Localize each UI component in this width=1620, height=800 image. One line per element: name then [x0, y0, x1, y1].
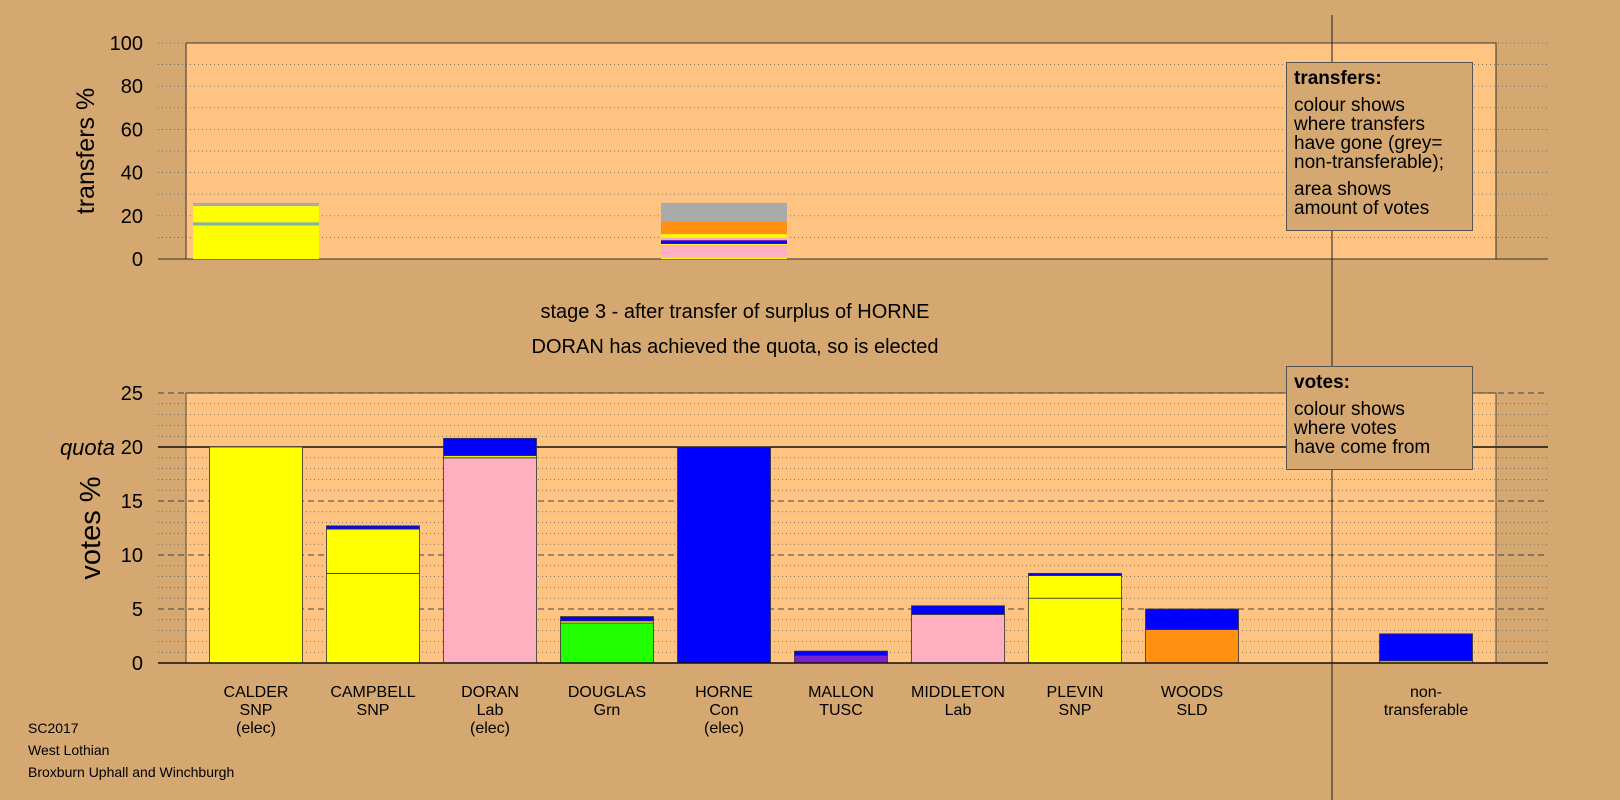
votes-legend-heading: votes:: [1294, 372, 1350, 393]
vote-bar-segment: [443, 457, 537, 664]
votes-tick-label: 10: [121, 545, 143, 567]
candidate-party: SNP: [357, 702, 390, 719]
candidate-party: Grn: [594, 702, 621, 719]
candidate-party: Lab: [945, 702, 972, 719]
transfer-segment: [193, 202, 319, 207]
transfer-segment: [661, 239, 787, 242]
vote-bar-segment: [443, 437, 537, 457]
transfers-legend-line: have gone (grey=: [1294, 133, 1443, 154]
vote-bar-segment: [560, 616, 654, 622]
candidate-party: Con: [709, 702, 738, 719]
transfer-segment: [661, 237, 787, 240]
candidate-party: SNP: [240, 702, 273, 719]
vote-bar-segment: [326, 528, 420, 574]
candidate-name: DORAN: [461, 684, 519, 701]
transfer-segment: [193, 206, 319, 223]
candidate-name: WOODS: [1161, 684, 1223, 701]
transfers-tick-label: 100: [110, 33, 143, 55]
votes-legend-line: colour shows: [1294, 399, 1405, 420]
transfers-axis-label: transfers %: [72, 88, 100, 214]
transfer-segment: [661, 234, 787, 238]
votes-tick-label: 5: [132, 599, 143, 621]
vote-bar-segment: [911, 614, 1005, 664]
vote-bar-segment: [1145, 629, 1239, 664]
transfer-segment: [661, 244, 787, 258]
transfers-tick-label: 20: [121, 206, 143, 228]
transfers-legend-line: amount of votes: [1294, 198, 1430, 219]
transfer-segment: [193, 222, 319, 226]
candidate-name: CALDER: [224, 684, 289, 701]
transfers-legend-box: transfers: colour shows where transfers …: [1286, 62, 1473, 231]
vote-bar-segment: [560, 622, 654, 664]
vote-bar-segment: [677, 446, 771, 664]
candidate-status: (elec): [704, 720, 744, 737]
transfer-segment: [661, 241, 787, 244]
candidate-name: MALLON: [808, 684, 874, 701]
candidate-status: (elec): [470, 720, 510, 737]
votes-legend-box: votes: colour shows where votes have com…: [1286, 366, 1473, 470]
votes-tick-label: 15: [121, 491, 143, 513]
vote-bar-segment: [326, 572, 420, 664]
nontransferable-label: transferable: [1384, 702, 1469, 719]
vote-bar-segment: [1145, 608, 1239, 630]
quota-label: quota: [60, 435, 115, 460]
votes-tick-label: 0: [132, 653, 143, 675]
transfer-segment: [661, 257, 787, 259]
status-title: DORAN has achieved the quota, so is elec…: [532, 336, 939, 358]
candidate-name: MIDDLETON: [911, 684, 1005, 701]
vote-bar-segment: [911, 605, 1005, 615]
candidate-name: PLEVIN: [1047, 684, 1104, 701]
transfer-segment: [661, 221, 787, 235]
footer-ward: Broxburn Uphall and Winchburgh: [28, 764, 235, 780]
candidate-party: SLD: [1176, 702, 1207, 719]
transfer-segment: [661, 202, 787, 222]
transfer-segment: [661, 243, 787, 245]
transfers-tick-label: 80: [121, 76, 143, 98]
vote-bar-segment: [794, 655, 888, 664]
votes-tick-label: 25: [121, 383, 143, 405]
stage-title: stage 3 - after transfer of surplus of H…: [540, 301, 929, 323]
vote-bar-segment: [326, 525, 420, 530]
nontransferable-bar-segment: [1379, 633, 1473, 662]
transfers-legend-line: non-transferable);: [1294, 152, 1444, 173]
nontransferable-label: non-: [1410, 684, 1442, 701]
vote-bar-segment: [1028, 572, 1122, 576]
transfers-plot-area: [185, 42, 1497, 260]
votes-legend-line: where votes: [1294, 418, 1397, 439]
transfers-legend-line: colour shows: [1294, 95, 1405, 116]
candidate-name: HORNE: [695, 684, 753, 701]
candidate-name: DOUGLAS: [568, 684, 646, 701]
votes-axis-label: votes %: [75, 476, 107, 579]
candidate-status: (elec): [236, 720, 276, 737]
candidate-party: SNP: [1059, 702, 1092, 719]
footer-election: SC2017: [28, 720, 79, 736]
candidate-party: Lab: [477, 702, 504, 719]
transfers-legend-line: where transfers: [1294, 114, 1425, 135]
transfers-tick-label: 0: [132, 249, 143, 271]
vote-bar-segment: [1028, 597, 1122, 664]
candidate-party: TUSC: [819, 702, 863, 719]
transfers-legend-line: area shows: [1294, 179, 1392, 200]
votes-tick-label: 20: [121, 437, 143, 459]
transfers-tick-label: 40: [121, 163, 143, 185]
transfers-tick-label: 60: [121, 119, 143, 141]
votes-legend-line: have come from: [1294, 437, 1431, 458]
footer-council: West Lothian: [28, 742, 110, 758]
vote-bar-segment: [209, 446, 303, 664]
vote-bar-segment: [1028, 575, 1122, 599]
vote-bar-segment: [794, 650, 888, 656]
transfers-legend-heading: transfers:: [1294, 68, 1382, 89]
candidate-name: CAMPBELL: [330, 684, 415, 701]
transfer-segment: [193, 225, 319, 259]
